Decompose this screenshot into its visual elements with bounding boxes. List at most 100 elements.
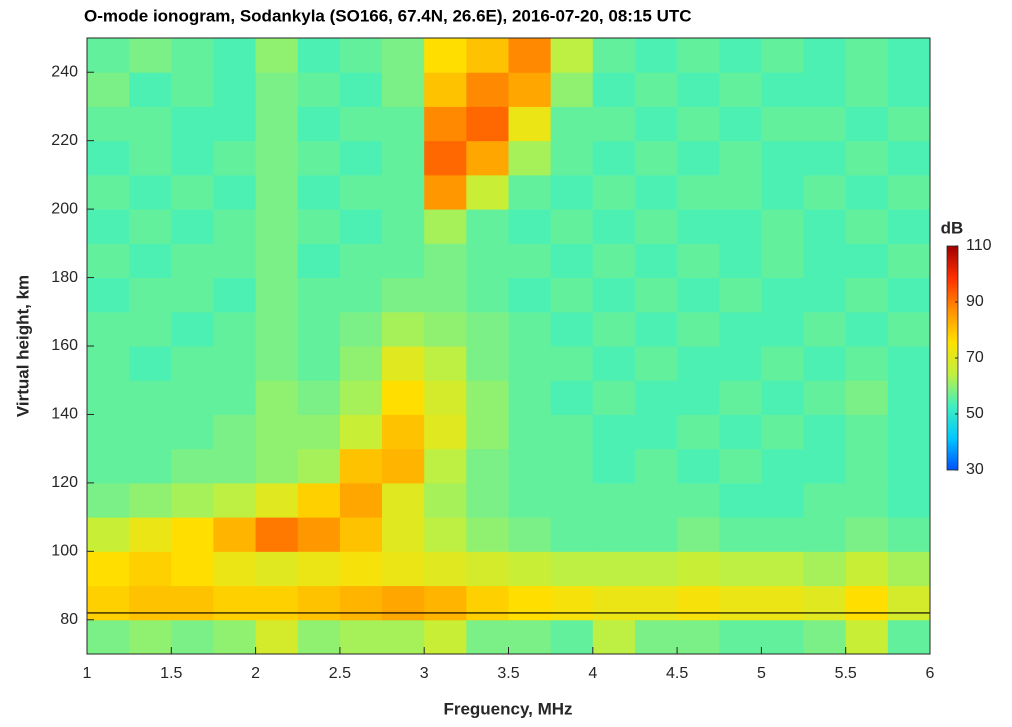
x-tick-label: 2: [251, 665, 260, 682]
heat-cell: [382, 209, 425, 244]
heat-cell: [382, 448, 425, 484]
heat-cell: [677, 72, 720, 107]
heat-cell: [171, 311, 214, 347]
heat-cell: [550, 277, 594, 313]
heat-cell: [466, 209, 509, 244]
heat-cell: [382, 517, 425, 552]
heat-cell: [87, 619, 130, 655]
heat-cell: [297, 380, 341, 415]
heat-cell: [129, 517, 172, 552]
heat-cell: [424, 243, 467, 279]
heat-cell: [803, 140, 847, 176]
heat-cell: [761, 551, 805, 587]
heat-cell: [339, 346, 383, 381]
heat-cell: [761, 72, 805, 107]
heat-cell: [677, 448, 720, 484]
heat-cell: [592, 585, 636, 621]
heat-cell: [297, 72, 341, 107]
heat-cell: [171, 38, 214, 73]
heat-cell: [550, 140, 594, 176]
heat-cell: [382, 38, 425, 73]
heat-cell: [719, 72, 762, 107]
colorbar-label: dB: [941, 218, 964, 237]
heat-cell: [255, 551, 299, 587]
heat-cell: [129, 72, 172, 107]
heat-cell: [297, 551, 341, 587]
heat-cell: [213, 311, 257, 347]
heat-cell: [677, 311, 720, 347]
heat-cell: [129, 448, 172, 484]
heat-cell: [424, 551, 467, 587]
heat-cell: [129, 619, 172, 655]
heat-cell: [845, 585, 889, 621]
heat-cell: [297, 482, 341, 518]
heat-cell: [803, 209, 847, 244]
y-tick-label: 180: [51, 269, 78, 286]
heat-cell: [424, 277, 467, 313]
heat-cell: [255, 140, 299, 176]
heat-cell: [213, 106, 257, 142]
heat-cell: [634, 311, 678, 347]
x-tick-label: 1: [83, 665, 92, 682]
heat-cell: [297, 174, 341, 210]
heat-cell: [466, 174, 509, 210]
x-tick-label: 5: [757, 665, 766, 682]
heat-cell: [339, 380, 383, 415]
heat-cell: [508, 551, 552, 587]
heat-cell: [887, 448, 931, 484]
heat-cell: [255, 243, 299, 279]
heat-cell: [297, 38, 341, 73]
heat-cell: [845, 72, 889, 107]
heat-cell: [255, 106, 299, 142]
heat-cell: [213, 517, 257, 552]
heat-cell: [87, 346, 130, 381]
heat-cell: [761, 517, 805, 552]
heat-cell: [508, 38, 552, 73]
heat-cell: [339, 38, 383, 73]
heat-cell: [550, 619, 594, 655]
heat-cell: [845, 517, 889, 552]
heat-cell: [719, 482, 762, 518]
heat-cell: [761, 106, 805, 142]
heat-cell: [466, 38, 509, 73]
heat-cell: [634, 448, 678, 484]
heat-cell: [887, 346, 931, 381]
heat-cell: [719, 346, 762, 381]
heat-cell: [845, 106, 889, 142]
heat-cell: [382, 414, 425, 450]
heat-cell: [297, 414, 341, 450]
heat-cell: [129, 311, 172, 347]
heat-cell: [887, 243, 931, 279]
heat-cell: [87, 482, 130, 518]
heat-cell: [803, 277, 847, 313]
heat-cell: [634, 619, 678, 655]
heat-cell: [677, 346, 720, 381]
colorbar-tick-label: 30: [966, 461, 984, 478]
heat-cell: [803, 482, 847, 518]
heat-cell: [550, 414, 594, 450]
heat-cell: [466, 72, 509, 107]
heat-cell: [87, 140, 130, 176]
heat-cell: [213, 140, 257, 176]
heat-cell: [129, 551, 172, 587]
heat-cell: [634, 414, 678, 450]
heat-cell: [87, 448, 130, 484]
heat-cell: [592, 380, 636, 415]
heat-cell: [719, 414, 762, 450]
heat-cell: [803, 106, 847, 142]
heat-cell: [466, 346, 509, 381]
heat-cell: [508, 380, 552, 415]
heat-cell: [677, 482, 720, 518]
heat-cell: [719, 243, 762, 279]
heat-cell: [508, 140, 552, 176]
heat-cell: [171, 517, 214, 552]
heat-cell: [634, 277, 678, 313]
heat-cell: [213, 174, 257, 210]
heat-cell: [845, 482, 889, 518]
heat-cell: [550, 209, 594, 244]
heat-cell: [803, 414, 847, 450]
heat-cell: [297, 619, 341, 655]
heat-cell: [719, 517, 762, 552]
heat-cell: [466, 448, 509, 484]
